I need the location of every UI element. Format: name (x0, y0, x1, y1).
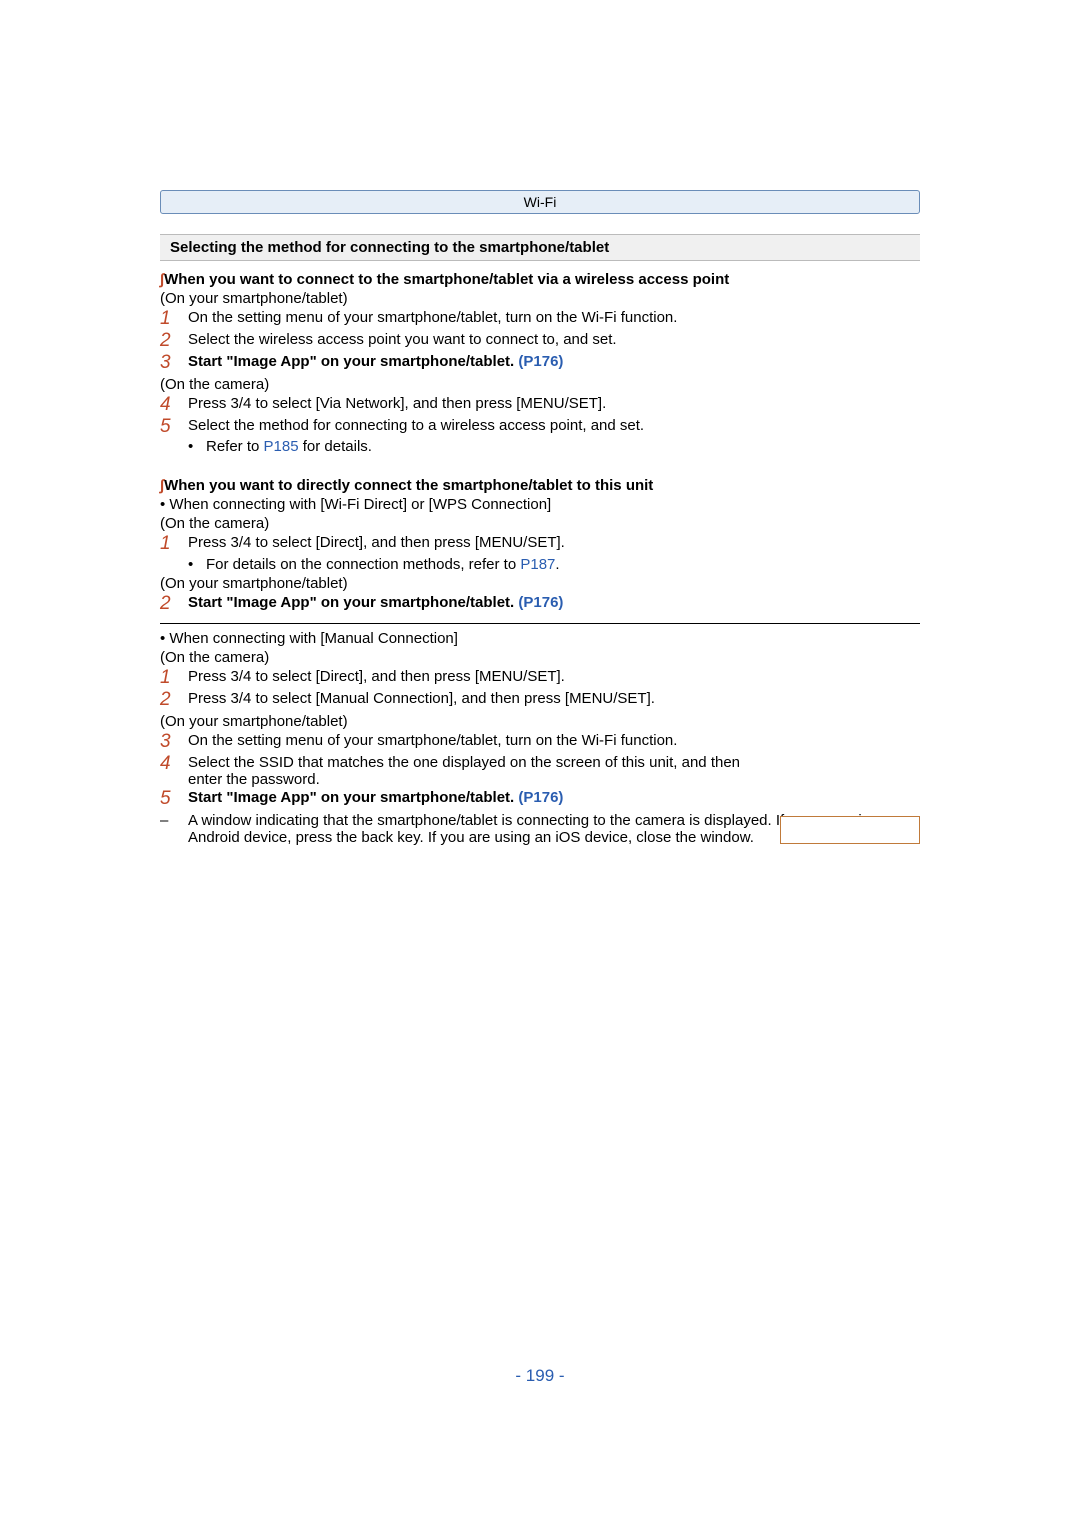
bullet-2: • For details on the connection methods,… (188, 556, 920, 573)
t: to select [Direct], and then press [MENU… (251, 668, 564, 685)
step-2-1: 1 Press 3/4 to select [Direct], and then… (160, 534, 920, 555)
step-text: Start "Image App" on your smartphone/tab… (188, 594, 920, 611)
step-number: 1 (160, 534, 188, 555)
t: For details on the connection methods, r… (206, 556, 520, 573)
step-3-1: 1 Press 3/4 to select [Direct], and then… (160, 668, 920, 689)
note-wifidirect: • When connecting with [Wi-Fi Direct] or… (160, 496, 920, 513)
t: Press (188, 690, 231, 707)
step-1-5: 5 Select the method for connecting to a … (160, 417, 920, 438)
bullet-icon: • (188, 438, 206, 455)
page-link[interactable]: (P176) (514, 789, 563, 806)
step-1-3: 3 Start "Image App" on your smartphone/t… (160, 353, 920, 374)
step-bold: Start "Image App" on your smartphone/tab… (188, 594, 514, 611)
sub1-title: When you want to connect to the smartpho… (164, 271, 729, 288)
bullet-icon: • (188, 556, 206, 573)
arrow-icon: 3/4 (231, 395, 252, 412)
arrow-icon: 3/4 (231, 690, 252, 707)
step-number: 1 (160, 309, 188, 330)
note-manual: • When connecting with [Manual Connectio… (160, 630, 920, 647)
context-phone-1: (On your smartphone/tablet) (160, 290, 920, 307)
t: to select [Direct], and then press [MENU… (251, 534, 564, 551)
step-text: On the setting menu of your smartphone/t… (188, 309, 920, 326)
page-link[interactable]: (P176) (514, 353, 563, 370)
page-link[interactable]: P187 (520, 556, 555, 573)
step-text: Start "Image App" on your smartphone/tab… (188, 353, 920, 370)
t: for details. (299, 438, 372, 455)
context-phone-2: (On your smartphone/tablet) (160, 575, 920, 592)
step-text: Press 3/4 to select [Direct], and then p… (188, 668, 920, 685)
context-cam-2: (On the camera) (160, 515, 920, 532)
step-bold: Start "Image App" on your smartphone/tab… (188, 789, 514, 806)
step-text: Select the method for connecting to a wi… (188, 417, 920, 434)
step-number: 3 (160, 732, 188, 753)
bullet-1: • Refer to P185 for details. (188, 438, 920, 455)
t: Press (188, 395, 231, 412)
t: Refer to (206, 438, 264, 455)
sub2-title: When you want to directly connect the sm… (164, 477, 653, 494)
step-1-1: 1 On the setting menu of your smartphone… (160, 309, 920, 330)
step-number: 2 (160, 690, 188, 711)
illustration-placeholder (780, 816, 920, 844)
footnote-marker: – (160, 812, 188, 846)
context-cam-1: (On the camera) (160, 376, 920, 393)
header-bar: Wi-Fi (160, 190, 920, 214)
step-text: Press 3/4 to select [Via Network], and t… (188, 395, 920, 412)
page-link[interactable]: P185 (264, 438, 299, 455)
header-category: Wi-Fi (524, 194, 557, 210)
step-3-4: 4 Select the SSID that matches the one d… (160, 754, 920, 788)
arrow-icon: 3/4 (231, 534, 252, 551)
step-number: 3 (160, 353, 188, 374)
t: Press (188, 668, 231, 685)
context-cam-3: (On the camera) (160, 649, 920, 666)
subheading-2: ∫When you want to directly connect the s… (160, 477, 920, 494)
bullet-text: Refer to P185 for details. (206, 438, 372, 455)
subheading-1: ∫When you want to connect to the smartph… (160, 271, 920, 288)
section-title: Selecting the method for connecting to t… (160, 234, 920, 261)
step-3-2: 2 Press 3/4 to select [Manual Connection… (160, 690, 920, 711)
step-number: 2 (160, 331, 188, 352)
divider (160, 623, 920, 624)
step-number: 1 (160, 668, 188, 689)
step-text: On the setting menu of your smartphone/t… (188, 732, 748, 749)
step-text: Select the SSID that matches the one dis… (188, 754, 748, 788)
bullet-text: For details on the connection methods, r… (206, 556, 560, 573)
arrow-icon: 3/4 (231, 668, 252, 685)
step-number: 5 (160, 417, 188, 438)
step-bold: Start "Image App" on your smartphone/tab… (188, 353, 514, 370)
step-number: 2 (160, 594, 188, 615)
step-text: Select the wireless access point you wan… (188, 331, 920, 348)
step-2-2: 2 Start "Image App" on your smartphone/t… (160, 594, 920, 615)
step-1-2: 2 Select the wireless access point you w… (160, 331, 920, 352)
step-1-4: 4 Press 3/4 to select [Via Network], and… (160, 395, 920, 416)
step-text: Press 3/4 to select [Direct], and then p… (188, 534, 920, 551)
step-text: Press 3/4 to select [Manual Connection],… (188, 690, 748, 707)
context-phone-3: (On your smartphone/tablet) (160, 713, 920, 730)
step-3-3: 3 On the setting menu of your smartphone… (160, 732, 920, 753)
page-link[interactable]: (P176) (514, 594, 563, 611)
t: to select [Manual Connection], and then … (251, 690, 655, 707)
t: Press (188, 534, 231, 551)
step-3-5: 5 Start "Image App" on your smartphone/t… (160, 789, 920, 810)
step-number: 4 (160, 395, 188, 416)
t: to select [Via Network], and then press … (251, 395, 606, 412)
t: . (555, 556, 559, 573)
step-number: 4 (160, 754, 188, 775)
step-number: 5 (160, 789, 188, 810)
step-text: Start "Image App" on your smartphone/tab… (188, 789, 920, 806)
page-number: - 199 - (0, 1366, 1080, 1386)
